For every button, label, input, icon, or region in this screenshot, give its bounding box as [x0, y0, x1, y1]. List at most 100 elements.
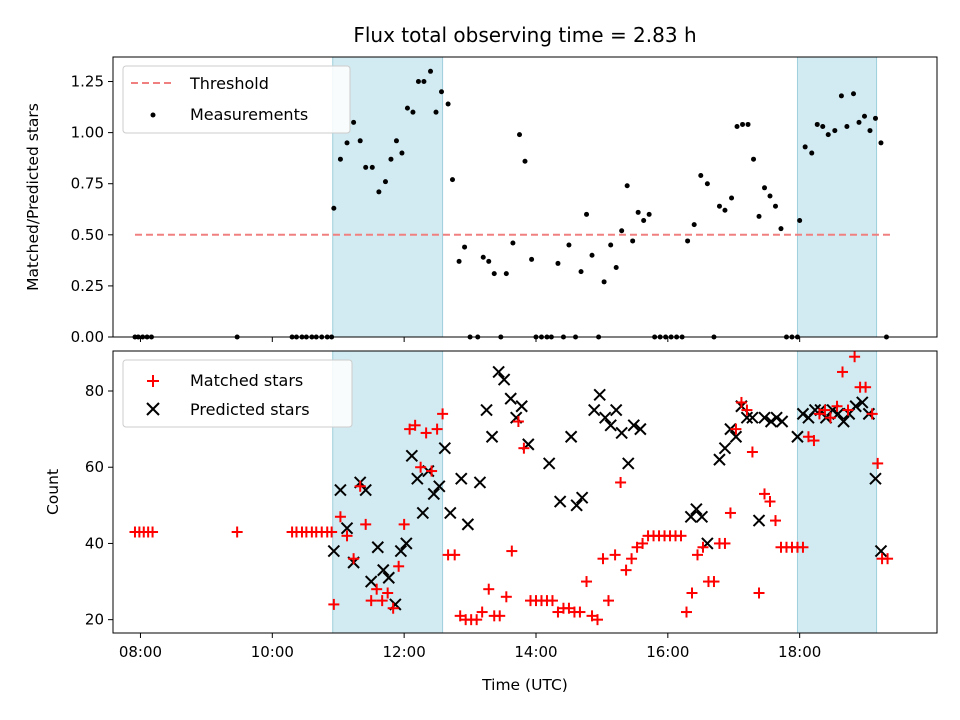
- measurement-point: [820, 123, 826, 129]
- predicted-point: [874, 544, 888, 558]
- predicted-point: [752, 514, 766, 527]
- measurement-point: [832, 128, 838, 134]
- predicted-point: [837, 415, 850, 428]
- matched-point: [581, 576, 593, 588]
- matched-point: [824, 412, 836, 424]
- measurement-point: [751, 156, 757, 162]
- matched-point: [354, 480, 366, 492]
- matched-point: [769, 515, 781, 527]
- top-x-ticks: [139, 337, 801, 342]
- predicted-point: [515, 400, 528, 413]
- measurement-point: [529, 256, 535, 262]
- matched-point: [686, 587, 698, 599]
- measurement-point: [503, 271, 509, 277]
- predicted-point: [622, 457, 635, 470]
- measurement-point: [357, 138, 363, 144]
- matched-point: [365, 595, 377, 607]
- measurement-point: [698, 173, 704, 179]
- legend-threshold-label: Threshold: [189, 74, 269, 93]
- measurement-point: [421, 79, 427, 85]
- measurement-point: [584, 211, 590, 217]
- matched-point: [837, 366, 849, 378]
- legend-measurements-label: Measurements: [190, 105, 308, 124]
- predicted-point: [542, 457, 556, 470]
- measurement-point: [331, 205, 337, 211]
- matched-point: [675, 530, 687, 542]
- matched-point: [147, 526, 159, 538]
- matched-point: [348, 553, 360, 565]
- predicted-point: [382, 571, 395, 584]
- predicted-point: [340, 521, 354, 535]
- measurement-point: [691, 222, 697, 228]
- legend-matched-swatch: [147, 375, 159, 387]
- legend-measurements-swatch: [150, 112, 156, 118]
- observing-window-1: [332, 56, 444, 338]
- legend-predicted-swatch: [146, 402, 160, 416]
- measurement-point: [778, 226, 784, 232]
- predicted-point: [564, 430, 578, 443]
- matched-point: [393, 560, 405, 572]
- legend-matched-label: Matched stars: [190, 371, 303, 390]
- top-y-axis-label: Matched/Predicted stars: [24, 103, 42, 291]
- matched-point: [546, 595, 558, 607]
- measurement-point: [369, 164, 375, 170]
- x-tick-label: 18:00: [778, 643, 821, 661]
- measurement-point: [729, 195, 735, 201]
- measurement-point: [578, 269, 584, 275]
- measurement-point: [522, 158, 528, 164]
- measurement-point: [745, 121, 751, 127]
- top-y-tick-label: 0.75: [71, 175, 104, 193]
- matched-point: [735, 396, 747, 408]
- measurement-point: [740, 121, 746, 127]
- matched-point: [409, 419, 421, 431]
- matched-point: [882, 553, 894, 565]
- measurement-point: [555, 260, 561, 266]
- predicted-point: [627, 419, 640, 432]
- matched-point: [231, 526, 243, 538]
- predicted-point: [598, 411, 612, 424]
- x-tick-label: 12:00: [383, 643, 426, 661]
- measurement-point: [878, 140, 884, 146]
- measurement-point: [619, 228, 625, 234]
- measurement-point: [410, 109, 416, 115]
- top-y-tick-label: 0.50: [71, 226, 104, 244]
- measurement-point: [344, 140, 350, 146]
- predicted-point: [746, 411, 759, 424]
- measurement-point: [767, 193, 773, 199]
- matched-point: [476, 606, 488, 618]
- matched-point: [382, 587, 394, 599]
- predicted-point: [695, 510, 709, 523]
- top-legend-box: [122, 65, 351, 134]
- matched-point: [506, 545, 518, 557]
- predicted-point: [740, 411, 754, 424]
- measurement-point: [491, 271, 497, 277]
- measurement-point: [388, 156, 394, 162]
- predicted-point: [856, 396, 869, 409]
- predicted-point: [684, 510, 698, 523]
- observing-window-2: [796, 350, 878, 634]
- predicted-point: [364, 575, 378, 588]
- measurement-point: [635, 209, 641, 215]
- matched-point: [437, 408, 449, 420]
- predicted-point: [492, 365, 505, 379]
- measurement-point: [462, 244, 468, 250]
- matched-point: [371, 583, 383, 595]
- predicted-point: [609, 403, 623, 417]
- bottom-legend: Matched stars Predicted stars: [122, 359, 353, 428]
- matched-point: [426, 465, 438, 477]
- predicted-point: [718, 441, 732, 455]
- matched-point: [730, 423, 742, 435]
- measurement-point: [716, 203, 722, 209]
- measurement-point: [480, 254, 486, 260]
- matched-point: [360, 518, 372, 530]
- x-tick-label: 16:00: [646, 643, 689, 661]
- matched-point: [597, 553, 609, 565]
- predicted-point: [444, 506, 457, 520]
- measurement-point: [351, 119, 357, 125]
- bottom-y-axis-label: Count: [44, 469, 62, 515]
- predicted-point: [377, 563, 390, 577]
- matched-point: [326, 526, 338, 538]
- observing-window-2: [796, 56, 878, 338]
- measurement-point: [486, 258, 492, 264]
